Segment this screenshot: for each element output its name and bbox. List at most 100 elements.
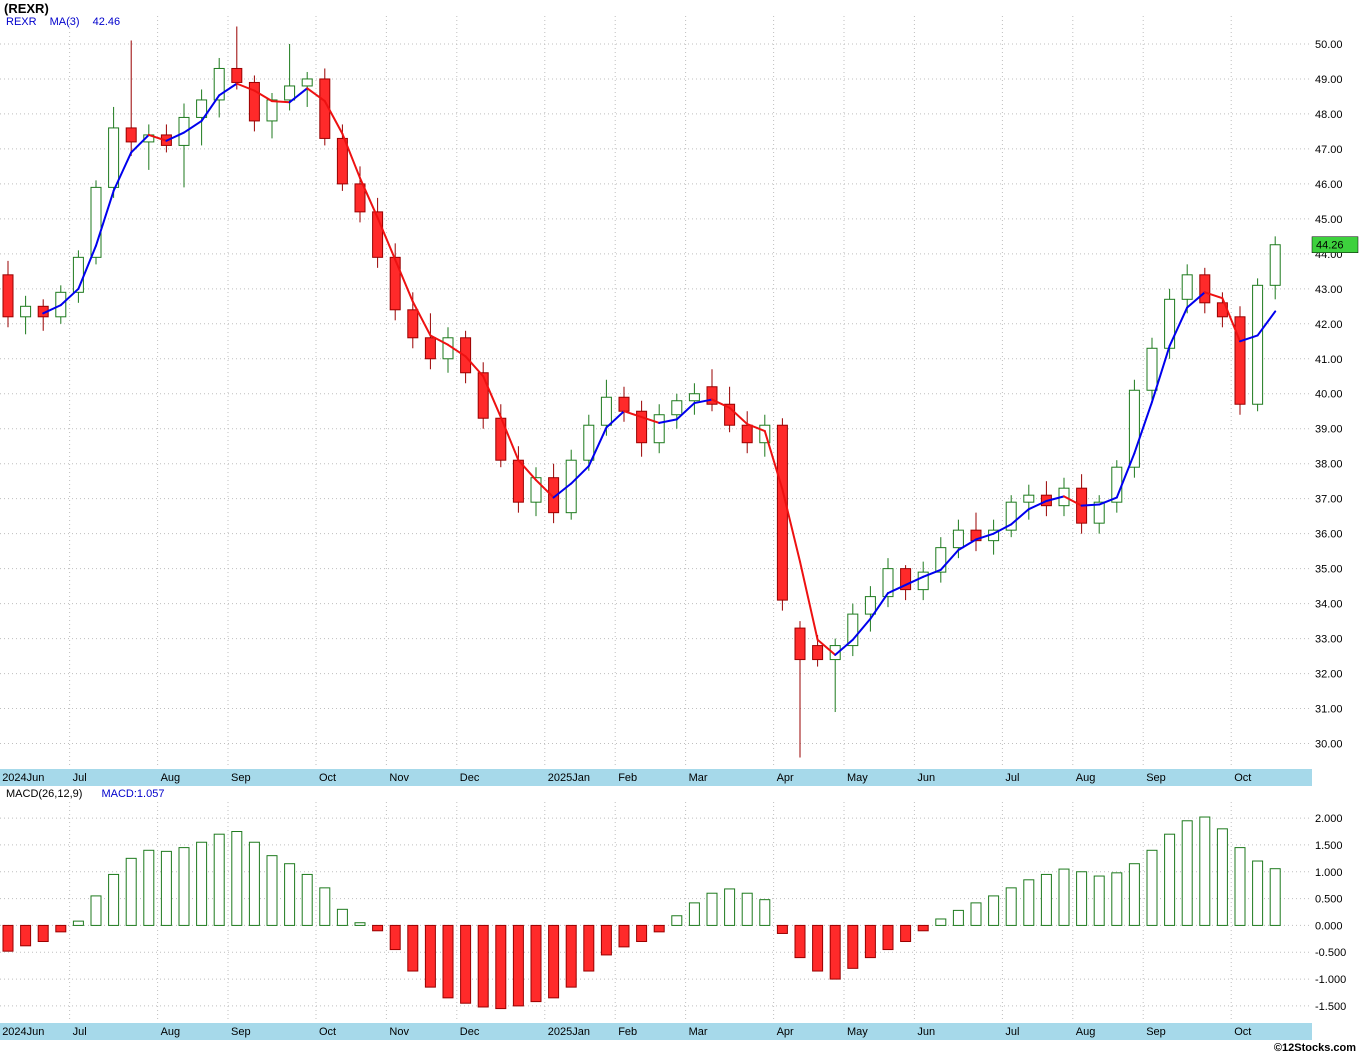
ma-segment <box>95 189 115 247</box>
macd-bar-positive <box>72 920 84 926</box>
ma-segment <box>851 617 872 641</box>
price-tick-label: 30.00 <box>1315 739 1343 751</box>
ma-segment <box>711 398 731 409</box>
price-tick-label: 37.00 <box>1315 494 1343 506</box>
candle-body <box>776 424 788 601</box>
ma-segment <box>235 82 256 92</box>
month-label-bottom: Sep <box>231 1026 251 1038</box>
candle-body <box>653 414 665 444</box>
macd-indicator-value: MACD:1.057 <box>101 788 165 800</box>
candle-body <box>2 274 14 318</box>
macd-bar-positive <box>90 895 102 926</box>
ma-segment <box>834 638 854 656</box>
macd-bar-positive <box>125 857 137 926</box>
macd-legend: MACD(26,12,9) MACD:1.057 <box>6 788 164 800</box>
candle-body <box>266 99 278 122</box>
macd-bar-negative <box>407 924 419 972</box>
macd-bar-positive <box>231 831 243 926</box>
macd-bar-positive <box>1146 849 1158 926</box>
macd-bar-negative <box>653 924 665 933</box>
macd-bar-negative <box>847 924 859 969</box>
macd-bar-positive <box>301 873 313 926</box>
month-label-bottom: Aug <box>1076 1026 1096 1038</box>
macd-bar-negative <box>372 924 384 932</box>
ma-segment <box>887 583 907 595</box>
macd-bar-negative <box>55 924 67 933</box>
candle-body <box>671 400 683 416</box>
ma-segment <box>552 482 573 499</box>
ma-segment <box>1133 400 1153 455</box>
candle-body <box>882 568 894 598</box>
ma-segment <box>658 418 678 424</box>
month-label-top: 2024Jun <box>2 772 44 784</box>
macd-bar-positive <box>671 915 683 926</box>
macd-bar-positive <box>160 850 172 926</box>
candle-body <box>336 137 348 185</box>
macd-bar-positive <box>1111 872 1123 926</box>
ma-indicator-label: MA(3) <box>49 16 80 28</box>
ma-segment <box>799 560 819 641</box>
macd-bar-negative <box>548 924 560 999</box>
candle-body <box>20 305 32 318</box>
month-label-bottom: Sep <box>1146 1026 1166 1038</box>
ma-segment <box>992 523 1013 535</box>
candle-body <box>1199 274 1211 304</box>
month-label-top: Jul <box>73 772 87 784</box>
macd-bar-positive <box>196 841 208 926</box>
ma-segment <box>464 355 485 378</box>
macd-bar-negative <box>900 924 912 943</box>
candle-body <box>90 186 102 258</box>
ma-segment <box>535 479 555 499</box>
ma-segment <box>763 430 784 491</box>
month-label-top: Oct <box>319 772 336 784</box>
macd-bar-negative <box>424 924 436 988</box>
macd-tick-label: 0.000 <box>1315 920 1343 932</box>
price-tick-label: 42.00 <box>1315 319 1343 331</box>
macd-bar-positive <box>759 899 771 926</box>
macd-tick-label: 1.000 <box>1315 867 1343 879</box>
ma-segment <box>77 244 97 290</box>
candle-body <box>248 81 260 122</box>
macd-bar-positive <box>284 863 296 926</box>
month-label-bottom: Nov <box>389 1026 409 1038</box>
month-label-bottom: Oct <box>1234 1026 1251 1038</box>
candle-body <box>917 571 929 591</box>
ma-segment <box>165 131 185 142</box>
ma-segment <box>1010 508 1030 526</box>
candle-body <box>389 256 401 311</box>
macd-bar-negative <box>512 924 524 1007</box>
macd-tick-label: -0.500 <box>1315 947 1346 959</box>
copyright-watermark: ©12Stocks.com <box>1273 1042 1356 1054</box>
ma-segment <box>200 94 221 122</box>
macd-bar-positive <box>1181 820 1193 926</box>
ma-segment <box>218 82 238 97</box>
macd-bar-negative <box>794 924 806 959</box>
candle-body <box>1128 389 1140 468</box>
macd-bar-negative <box>618 924 630 948</box>
ma-segment <box>253 89 273 103</box>
candle-body <box>1269 244 1281 286</box>
month-label-top: Feb <box>618 772 637 784</box>
month-label-bottom: 2024Jun <box>2 1026 44 1038</box>
month-label-top: Aug <box>1076 772 1096 784</box>
candle-body <box>829 645 841 661</box>
ma-line <box>42 82 1277 656</box>
month-label-bottom: Oct <box>319 1026 336 1038</box>
macd-bar-positive <box>178 847 190 926</box>
macd-bar-positive <box>336 908 348 926</box>
macd-bar-positive <box>354 922 366 926</box>
macd-histogram <box>2 816 1281 1010</box>
month-label-top: Oct <box>1234 772 1251 784</box>
ma-segment <box>447 343 467 358</box>
ma-segment <box>605 410 625 429</box>
macd-bar-negative <box>583 924 595 972</box>
month-label-top: Apr <box>777 772 794 784</box>
ma-segment <box>323 100 344 135</box>
macd-tick-label: 0.500 <box>1315 894 1343 906</box>
ma-segment <box>957 538 977 551</box>
month-label-bottom: Aug <box>161 1026 181 1038</box>
macd-bar-positive <box>1234 847 1246 926</box>
macd-bar-positive <box>1269 868 1281 926</box>
month-label-bottom: Feb <box>618 1026 637 1038</box>
